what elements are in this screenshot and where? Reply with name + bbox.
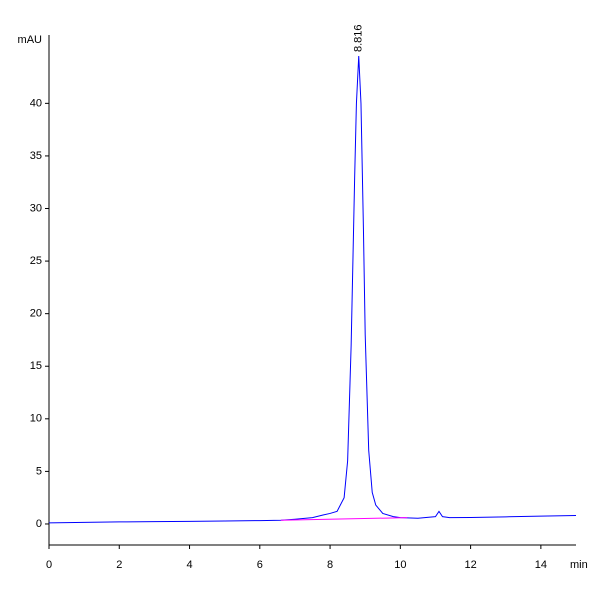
x-tick-label: 12	[464, 559, 476, 571]
trace	[280, 517, 408, 521]
x-tick-label: 8	[327, 559, 333, 571]
y-tick-label: 35	[30, 150, 42, 162]
y-tick-label: 25	[30, 255, 42, 267]
y-tick-label: 20	[30, 308, 42, 320]
y-tick-label: 15	[30, 360, 42, 372]
x-tick-label: 6	[257, 559, 263, 571]
x-tick-label: 2	[116, 559, 122, 571]
x-axis-label: min	[570, 559, 588, 571]
x-tick-label: 10	[394, 559, 406, 571]
y-tick-label: 40	[30, 97, 42, 109]
peak-label: 8.816	[353, 24, 365, 52]
y-tick-label: 5	[36, 465, 42, 477]
y-tick-label: 0	[36, 518, 42, 530]
y-tick-label: 10	[30, 413, 42, 425]
x-tick-label: 14	[535, 559, 547, 571]
y-axis-label: mAU	[18, 34, 43, 46]
x-tick-label: 4	[186, 559, 192, 571]
y-tick-label: 30	[30, 202, 42, 214]
trace	[48, 56, 577, 524]
x-tick-label: 0	[46, 559, 52, 571]
